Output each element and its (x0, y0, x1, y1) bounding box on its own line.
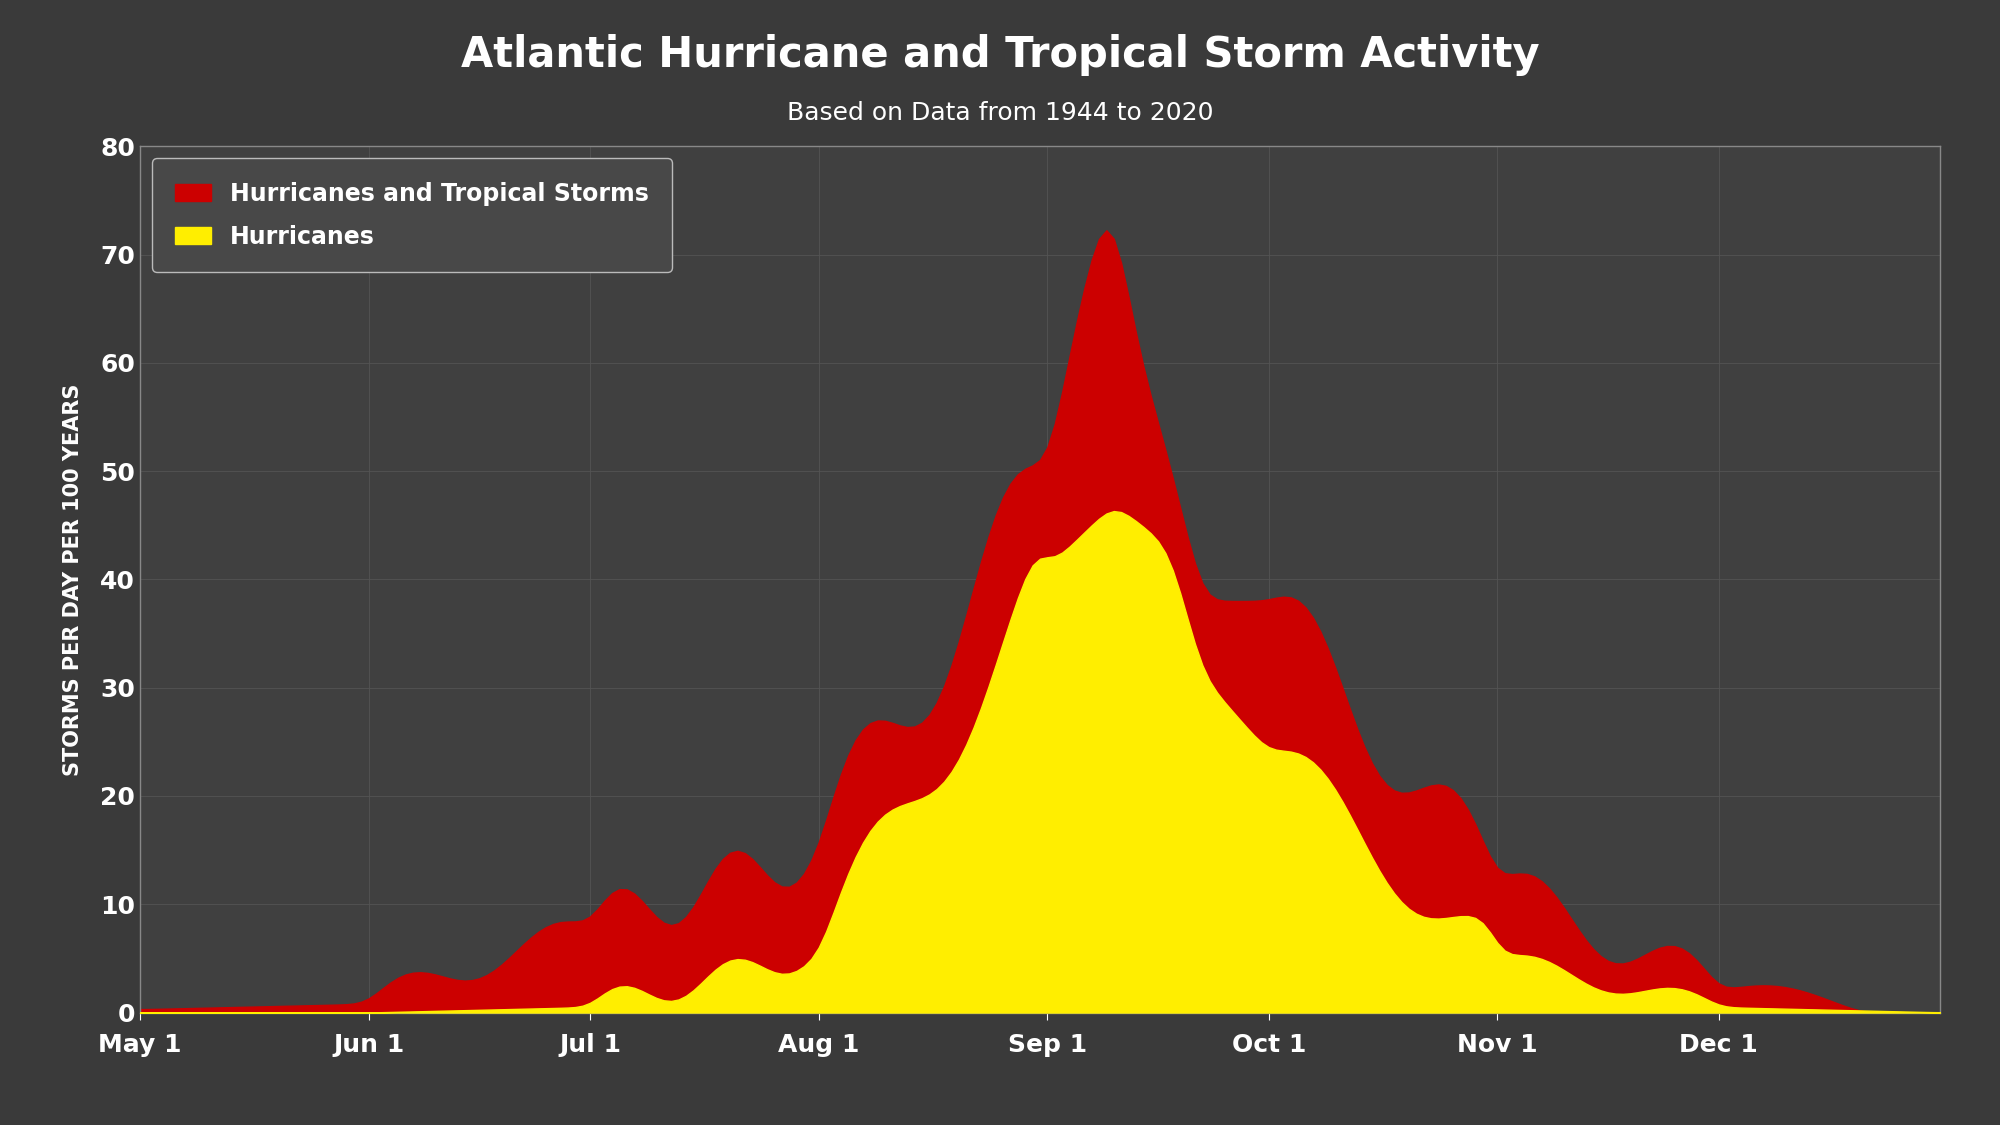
Legend: Hurricanes and Tropical Storms, Hurricanes: Hurricanes and Tropical Storms, Hurrican… (152, 158, 672, 272)
Text: Based on Data from 1944 to 2020: Based on Data from 1944 to 2020 (786, 101, 1214, 125)
Y-axis label: STORMS PER DAY PER 100 YEARS: STORMS PER DAY PER 100 YEARS (64, 384, 84, 775)
Text: Atlantic Hurricane and Tropical Storm Activity: Atlantic Hurricane and Tropical Storm Ac… (460, 34, 1540, 75)
